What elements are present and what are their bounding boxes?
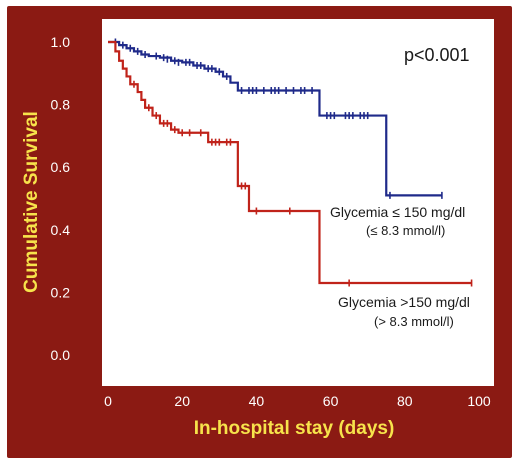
survival-chart: 0.00.20.40.60.81.0 0 20 40 60 80 100 p<0.001 … [21, 19, 494, 439]
x-tick-label-3: 60 [323, 393, 339, 409]
y-axis-title: Cumulative Survival [21, 111, 42, 293]
x-tick-label-1: 20 [174, 393, 190, 409]
low-glycemia-label: Glycemia ≤ 150 mg/dl [330, 204, 465, 220]
high-glycemia-sublabel: (> 8.3 mmol/l) [374, 314, 454, 329]
low-glycemia-sublabel: (≤ 8.3 mmol/l) [366, 223, 445, 238]
high-glycemia-label: Glycemia >150 mg/dl [338, 294, 470, 310]
series-1 [108, 40, 473, 287]
y-axis-ticks: 0.0 0.2 0.4 0.6 0.8 1.0 [51, 34, 71, 363]
series-layer [108, 38, 473, 287]
p-value-annotation: p<0.001 [404, 45, 470, 65]
x-axis-ticks: 0 20 40 60 80 100 [104, 393, 491, 409]
x-axis-title: In-hospital stay (days) [194, 418, 395, 439]
x-tick-label-0: 0 [104, 393, 112, 409]
x-tick-label-5: 100 [467, 393, 491, 409]
series-0-line [108, 40, 442, 197]
y-tick-label-5: 1.0 [51, 34, 71, 50]
plot-area [102, 19, 494, 386]
y-tick-label-1: 0.2 [51, 284, 71, 300]
y-tick-label-0: 0.0 [51, 347, 71, 363]
y-tick-label-3: 0.6 [51, 159, 71, 175]
y-tick-label-4: 0.8 [51, 97, 71, 113]
x-tick-label-2: 40 [249, 393, 265, 409]
x-tick-label-4: 80 [397, 393, 413, 409]
series-0 [108, 38, 443, 199]
y-tick-label-2: 0.4 [51, 222, 71, 238]
chart-panel: 0.0 0.2 0.4 0.6 0.8 1.0 0 20 40 60 80 100 p<0.001 … [7, 6, 512, 458]
